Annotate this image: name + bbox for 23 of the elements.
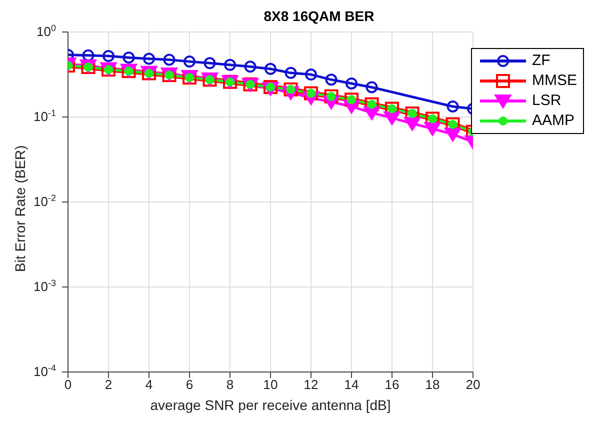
x-tick-label: 18	[425, 377, 440, 392]
y-tick-label: 10$^{-1}$	[34, 108, 56, 124]
x-tick-label: 2	[104, 377, 112, 392]
legend-label: LSR	[532, 91, 562, 111]
legend-label: MMSE	[532, 71, 577, 91]
y-tick-label: 10$^{-2}$	[34, 193, 56, 209]
chart-title: 8X8 16QAM BER	[262, 8, 376, 24]
x-tick-label: 20	[466, 377, 480, 392]
y-tick-label: 10$^{0}$	[36, 23, 56, 39]
x-tick-label: 10	[263, 377, 278, 392]
x-tick-label: 0	[64, 377, 72, 392]
x-tick-label: 16	[384, 377, 400, 392]
x-tick-label: 14	[344, 377, 359, 392]
x-tick-label: 4	[145, 377, 153, 392]
x-axis-title: average SNR per receive antenna [dB]	[150, 397, 391, 413]
x-tick-label: 6	[186, 377, 194, 392]
legend-label: ZF	[532, 51, 550, 71]
x-tick-label: 8	[226, 377, 234, 392]
y-tick-label: 10$^{-3}$	[34, 278, 56, 294]
y-axis-title: Bit Error Rate (BER)	[12, 145, 28, 272]
legend-label: AAMP	[532, 111, 575, 131]
y-tick-label: 10$^{-4}$	[34, 363, 56, 379]
x-tick-label: 12	[304, 377, 318, 392]
